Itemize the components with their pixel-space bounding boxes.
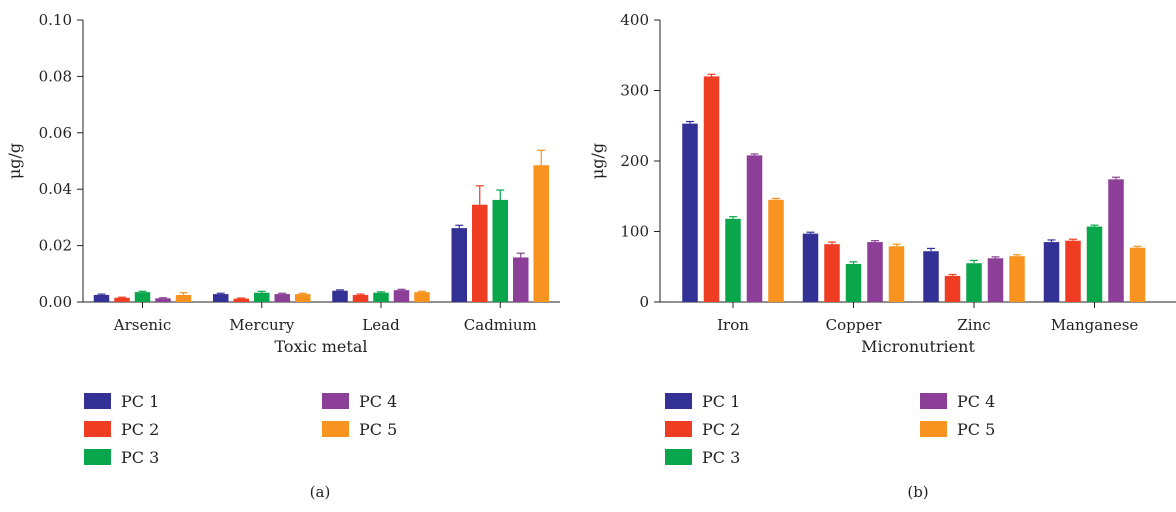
x-tick-label: Mercury bbox=[229, 316, 295, 334]
legend-label: PC 5 bbox=[957, 420, 995, 439]
bar bbox=[1129, 247, 1146, 302]
x-tick-label: Iron bbox=[717, 316, 749, 334]
bar bbox=[923, 251, 939, 302]
y-tick-label: 100 bbox=[620, 223, 649, 241]
bar bbox=[332, 290, 348, 302]
bar bbox=[944, 275, 961, 302]
panel-b: 0 100 200 300 400 μg/g Iron Copper Zinc Manganese… bbox=[588, 11, 1176, 501]
legend-label: PC 4 bbox=[359, 392, 397, 411]
x-tick-label: Lead bbox=[362, 316, 400, 334]
legend-swatch bbox=[84, 393, 111, 409]
bar bbox=[746, 155, 763, 302]
bar bbox=[213, 294, 229, 302]
legend-label: PC 3 bbox=[702, 448, 740, 467]
bar bbox=[414, 292, 430, 302]
bar bbox=[824, 244, 840, 302]
bar bbox=[867, 242, 883, 302]
bar bbox=[533, 165, 549, 302]
legend-swatch bbox=[665, 449, 692, 465]
y-tick-label: 400 bbox=[620, 11, 649, 29]
x-tick-label: Zinc bbox=[957, 316, 990, 334]
x-tick-label: Arsenic bbox=[113, 316, 171, 334]
legend-swatch bbox=[322, 393, 349, 409]
bar bbox=[1009, 256, 1025, 302]
bar bbox=[155, 298, 171, 302]
x-axis-title: Toxic metal bbox=[275, 337, 368, 356]
x-axis-title: Micronutrient bbox=[861, 337, 975, 356]
legend-swatch bbox=[920, 393, 947, 409]
bar bbox=[175, 294, 192, 302]
bar bbox=[472, 204, 488, 302]
y-tick-label: 0 bbox=[639, 293, 649, 311]
legend-swatch bbox=[665, 393, 692, 409]
bar bbox=[93, 294, 110, 302]
bar bbox=[513, 257, 529, 302]
bar bbox=[768, 199, 784, 302]
bar bbox=[134, 292, 151, 302]
legend-swatch bbox=[920, 421, 947, 437]
y-tick-label: 0.08 bbox=[39, 67, 72, 85]
bar bbox=[888, 246, 905, 302]
legend-label: PC 2 bbox=[121, 420, 159, 439]
bar bbox=[451, 228, 467, 302]
bar bbox=[1108, 179, 1124, 302]
bar bbox=[802, 233, 819, 302]
bar bbox=[274, 294, 290, 302]
bar bbox=[295, 294, 311, 302]
legend-swatch bbox=[84, 449, 111, 465]
legend-label: PC 5 bbox=[359, 420, 397, 439]
y-tick-label: 0.02 bbox=[39, 237, 72, 255]
panel-label: (b) bbox=[907, 483, 928, 501]
bar bbox=[254, 292, 270, 302]
bar bbox=[845, 263, 862, 302]
bar bbox=[492, 199, 508, 302]
legend-label: PC 3 bbox=[121, 448, 159, 467]
y-tick-label: 0.06 bbox=[39, 124, 72, 142]
bar bbox=[1043, 242, 1060, 302]
bar bbox=[703, 76, 720, 303]
y-tick-label: 200 bbox=[620, 152, 649, 170]
y-axis-title: μg/g bbox=[588, 143, 607, 179]
bar bbox=[682, 123, 698, 302]
bar bbox=[352, 294, 369, 302]
x-tick-label: Manganese bbox=[1051, 316, 1139, 334]
bar bbox=[725, 218, 741, 302]
bar bbox=[114, 297, 130, 302]
legend-label: PC 2 bbox=[702, 420, 740, 439]
legend-label: PC 4 bbox=[957, 392, 995, 411]
legend-swatch bbox=[665, 421, 692, 437]
bar bbox=[233, 298, 249, 302]
legend-label: PC 1 bbox=[121, 392, 159, 411]
y-tick-label: 0.10 bbox=[39, 11, 72, 29]
y-axis-title: μg/g bbox=[5, 143, 24, 179]
bar bbox=[1065, 240, 1081, 302]
y-tick-label: 0.00 bbox=[39, 293, 72, 311]
y-tick-label: 300 bbox=[620, 82, 649, 100]
bar bbox=[966, 263, 982, 302]
legend-swatch bbox=[322, 421, 349, 437]
bar bbox=[393, 290, 410, 302]
panel-label: (a) bbox=[310, 483, 331, 501]
x-tick-label: Cadmium bbox=[464, 316, 537, 334]
bar bbox=[1086, 226, 1103, 302]
y-tick-label: 0.04 bbox=[39, 180, 72, 198]
bar bbox=[373, 292, 389, 302]
x-tick-label: Copper bbox=[826, 316, 883, 334]
bar bbox=[987, 258, 1004, 302]
legend-label: PC 1 bbox=[702, 392, 740, 411]
legend-swatch bbox=[84, 421, 111, 437]
panel-a: 0.00 0.02 0.04 0.06 0.08 0.10 μg/g Arsenic Mercu… bbox=[5, 11, 560, 501]
